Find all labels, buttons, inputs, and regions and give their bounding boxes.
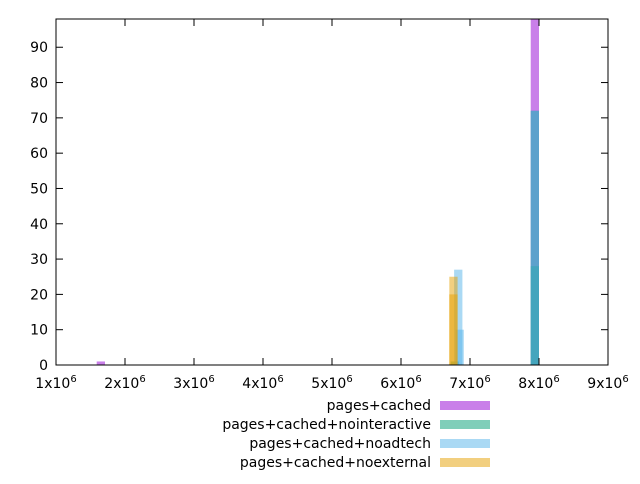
x-tick-label: 9x106 [587,374,628,392]
histogram-bar-series-4-2 [449,294,458,365]
y-tick-label: 50 [30,181,48,197]
y-tick-label: 40 [30,217,48,233]
x-tick-label: 4x106 [242,374,283,392]
histogram-bar-series-3-3 [530,110,539,365]
x-tick-label: 6x106 [380,374,421,392]
y-tick-label: 90 [30,40,48,56]
plot-frame [55,18,609,366]
y-tick-label: 20 [30,287,48,303]
x-tick-label: 8x106 [518,374,559,392]
axis-ticks: 0 10 20 30 40 50 60 70 80 90 1x106 2x106 3x106 4x106 5… [30,19,629,392]
x-tick-label: 1x106 [35,374,76,392]
legend-label-3: pages+cached+noadtech [249,436,431,452]
histogram-bar-series-1-1 [96,361,105,365]
x-tick-label: 2x106 [104,374,145,392]
x-tick-label: 7x106 [449,374,490,392]
y-tick-label: 30 [30,252,48,268]
legend-label-2: pages+cached+nointeractive [222,417,431,433]
x-tick-label: 3x106 [173,374,214,392]
legend-swatch-2 [440,420,490,429]
y-tick-label: 80 [30,76,48,92]
y-tick-label: 60 [30,146,48,162]
y-tick-label: 0 [39,358,48,374]
histogram-bar-series-3-2 [455,329,464,365]
y-tick-label: 10 [30,323,48,339]
legend-swatch-3 [440,439,490,448]
legend-swatch-4 [440,458,490,467]
legend-label-1: pages+cached [327,398,431,414]
histogram-bar-series-3-1 [454,269,463,365]
y-tick-label: 70 [30,111,48,127]
legend: pages+cached pages+cached+nointeractive pa… [222,398,490,471]
legend-label-4: pages+cached+noexternal [240,455,431,471]
legend-swatch-1 [440,401,490,410]
x-tick-label: 5x106 [311,374,352,392]
bars-layer [96,19,539,365]
